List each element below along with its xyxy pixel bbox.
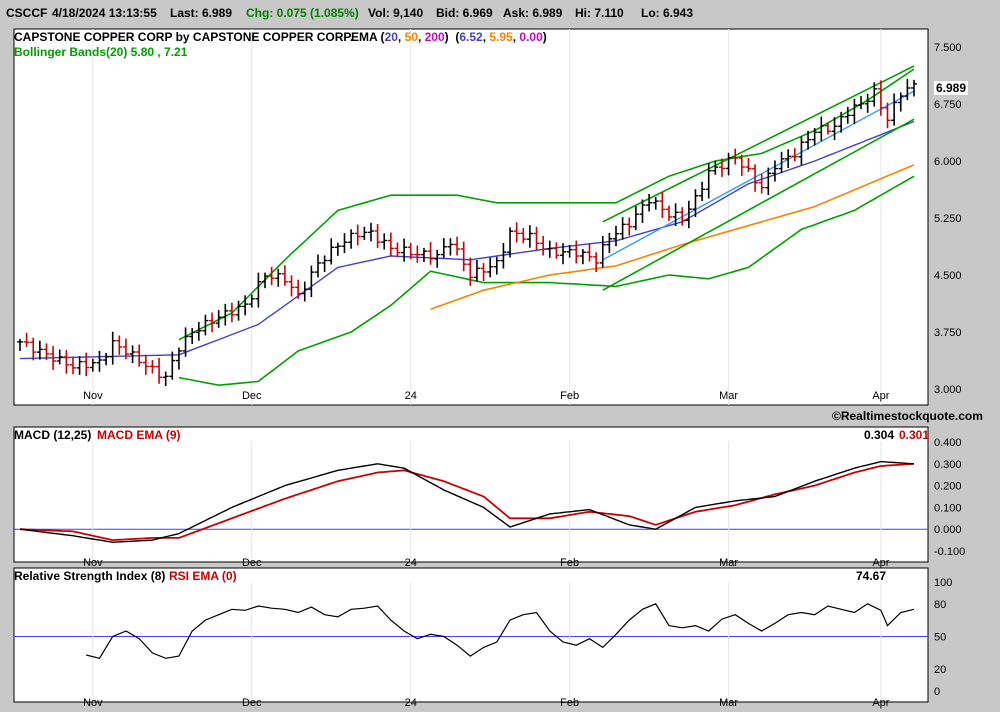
price-x-tick: Apr	[872, 390, 889, 402]
ema50-line	[430, 164, 915, 310]
bollinger-legend: Bollinger Bands(20) 5.80 , 7.21	[14, 45, 188, 59]
macd-y-tick: 0.000	[934, 524, 962, 536]
macd-x-tick: 24	[405, 557, 417, 569]
macd-title: MACD (12,25)	[14, 428, 92, 442]
header-symbol: CSCCF	[6, 6, 48, 20]
header-change: Chg: 0.075 (1.085%)	[246, 6, 359, 20]
rsi-line	[86, 603, 915, 659]
rsi-plot-area	[13, 567, 929, 703]
ema50-value: 5.95	[489, 30, 513, 44]
ema200-value: 0.00	[519, 30, 543, 44]
bollinger-lower-line	[178, 175, 915, 387]
rsi-y-tick: 50	[934, 632, 946, 644]
ema20-line	[19, 120, 915, 360]
macd-y-tick: 0.400	[934, 437, 962, 449]
rsi-y-tick: 80	[934, 599, 946, 611]
rsi-title: Relative Strength Index (8)	[14, 569, 166, 583]
ema20-period: 20	[384, 30, 398, 44]
macd-line	[19, 460, 915, 544]
last-price-tag: 6.989	[934, 81, 969, 95]
price-y-tick: 5.250	[934, 213, 962, 225]
watermark: ©Realtimestockquote.com	[832, 409, 983, 423]
price-y-tick: 3.000	[934, 384, 962, 396]
macd-signal-value: 0.301	[899, 428, 930, 442]
header-bid: Bid: 6.969	[436, 6, 493, 20]
macd-x-tick: Mar	[719, 557, 738, 569]
header-volume: Vol: 9,140	[368, 6, 424, 20]
macd-x-tick: Dec	[242, 557, 262, 569]
macd-ema-title: MACD EMA (9)	[97, 428, 181, 442]
ema50-period: 50	[404, 30, 418, 44]
macd-value: 0.304	[864, 428, 895, 442]
trend-channel-lower	[602, 118, 915, 291]
trend-channel-upper	[602, 65, 915, 223]
ema-legend: EMA (20, 50, 200) (6.52, 5.95, 0.00)	[351, 30, 547, 44]
rsi-ema-title: RSI EMA (0)	[169, 569, 237, 583]
header-low: Lo: 6.943	[641, 6, 694, 20]
regression-line	[602, 90, 915, 261]
price-y-tick: 7.500	[934, 42, 962, 54]
rsi-x-tick: Nov	[83, 697, 103, 709]
macd-x-tick: Feb	[560, 557, 579, 569]
rsi-x-tick: Mar	[719, 697, 738, 709]
ema200-period: 200	[424, 30, 445, 44]
bollinger-upper-line	[178, 68, 915, 341]
price-x-tick: Nov	[83, 390, 103, 402]
rsi-x-tick: 24	[405, 697, 417, 709]
rsi-x-tick: Feb	[560, 697, 579, 709]
price-x-tick: Feb	[560, 390, 579, 402]
price-y-tick: 6.750	[934, 99, 962, 111]
macd-y-tick: 0.300	[934, 459, 962, 471]
macd-plot-area	[13, 426, 929, 563]
ema-legend-label: EMA (	[351, 30, 385, 44]
price-x-tick: 24	[405, 390, 417, 402]
rsi-y-tick: 0	[934, 686, 940, 698]
price-y-tick: 6.000	[934, 156, 962, 168]
price-plot-area	[13, 28, 929, 406]
rsi-x-tick: Apr	[872, 697, 889, 709]
ema20-value: 6.52	[459, 30, 483, 44]
rsi-value: 74.67	[856, 569, 887, 583]
price-title: CAPSTONE COPPER CORP by CAPSTONE COPPER …	[14, 30, 354, 44]
rsi-x-tick: Dec	[242, 697, 262, 709]
macd-y-tick: 0.200	[934, 481, 962, 493]
rsi-y-tick: 20	[934, 664, 946, 676]
price-x-tick: Mar	[719, 390, 738, 402]
header-ask: Ask: 6.989	[503, 6, 563, 20]
macd-x-tick: Apr	[872, 557, 889, 569]
price-x-tick: Dec	[242, 390, 262, 402]
macd-y-tick: 0.100	[934, 502, 962, 514]
header-high: Hi: 7.110	[575, 6, 624, 20]
header-datetime: 4/18/2024 13:13:55	[52, 6, 157, 20]
rsi-y-tick: 100	[934, 577, 952, 589]
price-y-tick: 3.750	[934, 327, 962, 339]
macd-x-tick: Nov	[83, 557, 103, 569]
macd-y-tick: -0.100	[934, 546, 965, 558]
header-last: Last: 6.989	[170, 6, 233, 20]
price-y-tick: 4.500	[934, 270, 962, 282]
